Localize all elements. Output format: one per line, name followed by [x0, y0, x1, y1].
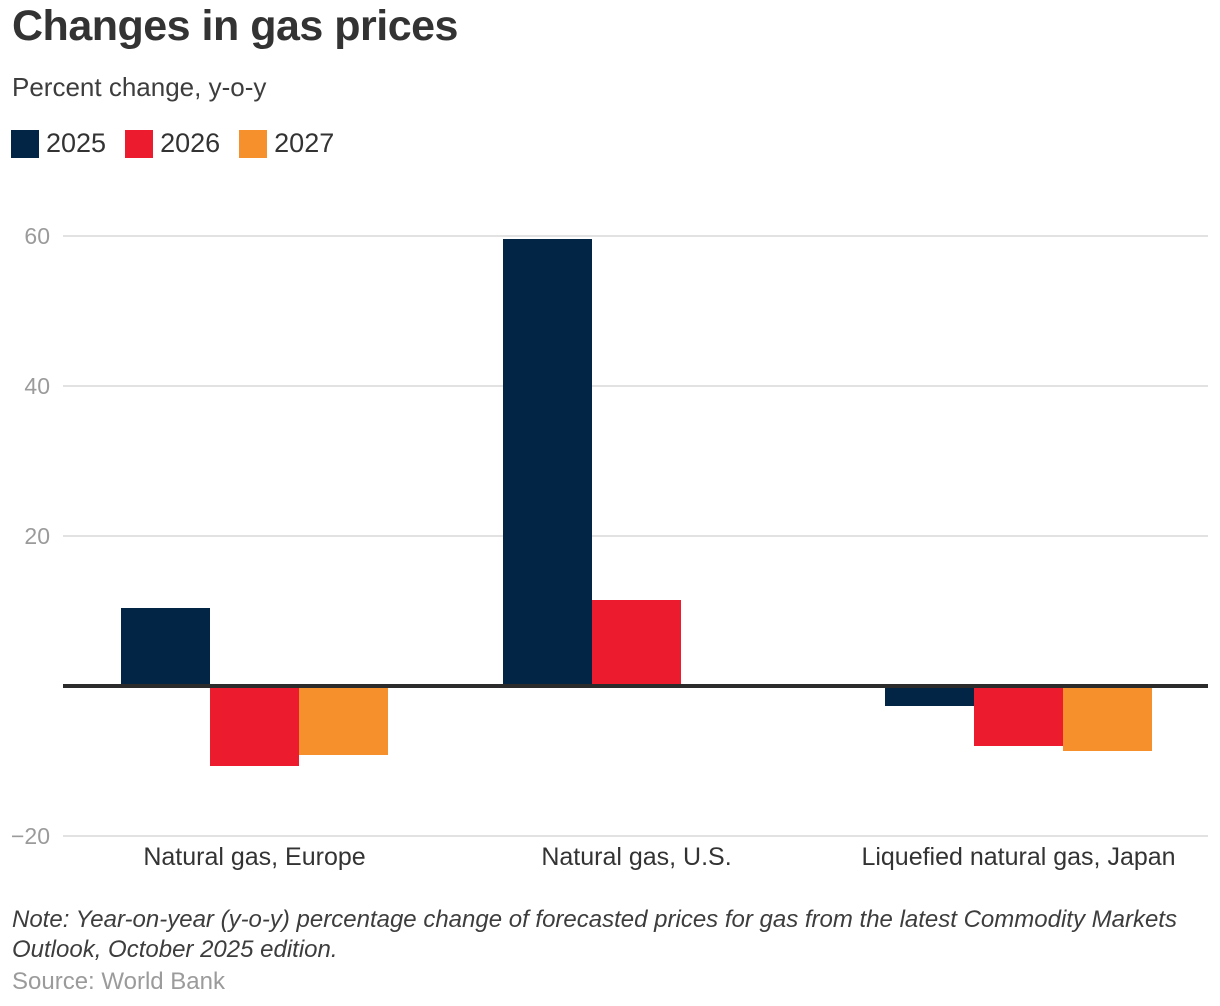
chart-subtitle: Percent change, y-o-y [12, 72, 267, 102]
category-label-us: Natural gas, U.S. [541, 843, 732, 871]
y-axis-tick-60: 60 [24, 222, 50, 249]
gridline-20 [63, 534, 1208, 537]
note-text: Note: Year-on-year (y-o-y) percentage ch… [12, 906, 1177, 963]
bar-2025-cat0 [121, 608, 210, 686]
bar-2026-cat2 [974, 685, 1063, 746]
legend-swatch-2027 [239, 129, 268, 158]
y-axis-tick-20: 20 [24, 522, 50, 549]
page-title: Changes in gas prices [12, 2, 458, 50]
x-axis-zero-line [63, 683, 1208, 688]
bar-2025-cat2 [885, 685, 974, 706]
category-label-japan: Liquefied natural gas, Japan [861, 843, 1176, 871]
plot-area: 60 40 20 −20 Natural gas, Europe Natural… [10, 222, 1208, 871]
legend-item-2026: 2026 [125, 128, 220, 159]
bar-2027-cat2 [1063, 685, 1152, 751]
bar-2025-cat1 [503, 238, 592, 686]
legend-swatch-2026 [125, 129, 154, 158]
legend-swatch-2025 [11, 129, 39, 158]
category-label-europe: Natural gas, Europe [143, 843, 366, 871]
legend-item-2027: 2027 [239, 128, 334, 159]
legend-item-2025: 2025 [11, 128, 106, 159]
y-axis-tick-neg20: −20 [10, 822, 50, 849]
legend-label-2025: 2025 [46, 128, 107, 158]
bar-2026-cat1 [592, 600, 681, 686]
source-text: Source: World Bank [12, 968, 225, 995]
bar-2026-cat0 [210, 685, 299, 766]
bar-2027-cat0 [299, 685, 388, 755]
gridline-60 [63, 234, 1208, 237]
y-axis-tick-40: 40 [24, 372, 50, 399]
gridline-40 [63, 384, 1208, 387]
legend: 2025 2026 2027 [11, 128, 334, 159]
legend-label-2027: 2027 [274, 128, 335, 158]
legend-label-2026: 2026 [160, 128, 221, 158]
gridline--20 [63, 834, 1208, 837]
